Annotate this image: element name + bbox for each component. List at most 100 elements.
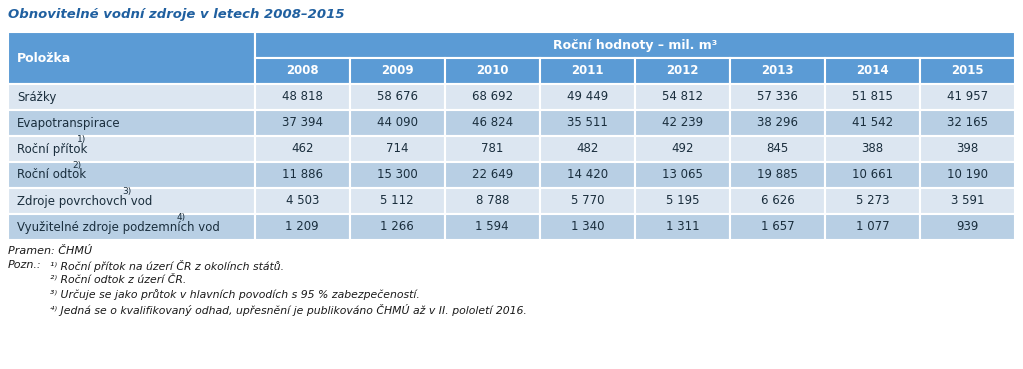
Bar [255, 58, 350, 84]
Bar [635, 136, 729, 162]
Text: 58 676: 58 676 [376, 90, 417, 103]
Bar [445, 84, 540, 110]
Text: Srážky: Srážky [17, 90, 56, 103]
Bar [540, 214, 635, 240]
Bar [445, 136, 540, 162]
Text: 2): 2) [72, 161, 81, 170]
Bar [635, 188, 729, 214]
Text: 49 449: 49 449 [567, 90, 608, 103]
Text: 35 511: 35 511 [567, 117, 608, 130]
Bar [825, 136, 920, 162]
Text: 68 692: 68 692 [472, 90, 513, 103]
Bar [635, 84, 729, 110]
Bar [729, 110, 825, 136]
Text: 54 812: 54 812 [662, 90, 703, 103]
Text: 37 394: 37 394 [281, 117, 322, 130]
Text: 14 420: 14 420 [567, 169, 608, 182]
Text: Obnovitelné vodní zdroje v letech 2008–2015: Obnovitelné vodní zdroje v letech 2008–2… [8, 8, 345, 21]
Text: Pramen: ČHMÚ: Pramen: ČHMÚ [8, 246, 92, 256]
Text: 781: 781 [481, 142, 503, 155]
Bar [350, 162, 445, 188]
Bar [8, 214, 255, 240]
Text: 1 594: 1 594 [476, 221, 509, 234]
Text: Roční přítok: Roční přítok [17, 142, 87, 155]
Text: ⁴⁾ Jedná se o kvalifikovaný odhad, upřesnění je publikováno ČHMÚ až v II. polole: ⁴⁾ Jedná se o kvalifikovaný odhad, upřes… [50, 304, 527, 316]
Text: 1 209: 1 209 [285, 221, 319, 234]
Bar [350, 110, 445, 136]
Text: 41 542: 41 542 [852, 117, 893, 130]
Text: 19 885: 19 885 [757, 169, 798, 182]
Bar [729, 136, 825, 162]
Bar [635, 110, 729, 136]
Bar [255, 110, 350, 136]
Text: 2009: 2009 [381, 65, 413, 77]
Text: 4): 4) [177, 213, 186, 222]
Bar [635, 58, 729, 84]
Text: Evapotranspirace: Evapotranspirace [17, 117, 121, 130]
Bar [350, 188, 445, 214]
Text: 1): 1) [77, 135, 86, 144]
Bar [920, 58, 1015, 84]
Text: 5 273: 5 273 [855, 194, 889, 207]
Bar [8, 110, 255, 136]
Text: 1 657: 1 657 [760, 221, 794, 234]
Text: 4 503: 4 503 [285, 194, 319, 207]
Text: 42 239: 42 239 [662, 117, 703, 130]
Bar [8, 136, 255, 162]
Text: 845: 845 [766, 142, 789, 155]
Text: 10 190: 10 190 [947, 169, 988, 182]
Text: 5 195: 5 195 [666, 194, 699, 207]
Bar [920, 162, 1015, 188]
Text: 32 165: 32 165 [947, 117, 988, 130]
Bar [920, 84, 1015, 110]
Text: 51 815: 51 815 [852, 90, 893, 103]
Bar [540, 162, 635, 188]
Bar [350, 58, 445, 84]
Bar [255, 84, 350, 110]
Bar [635, 162, 729, 188]
Text: 11 886: 11 886 [281, 169, 322, 182]
Bar [635, 214, 729, 240]
Text: 388: 388 [861, 142, 884, 155]
Bar [255, 32, 1015, 58]
Bar [540, 84, 635, 110]
Text: 44 090: 44 090 [376, 117, 417, 130]
Bar [445, 110, 540, 136]
Bar [540, 136, 635, 162]
Text: ¹⁾ Roční přítok na úzerí ČR z okolínch států.: ¹⁾ Roční přítok na úzerí ČR z okolínch s… [50, 261, 284, 272]
Bar [920, 188, 1015, 214]
Bar [825, 58, 920, 84]
Bar [920, 136, 1015, 162]
Bar [920, 214, 1015, 240]
Text: 13 065: 13 065 [662, 169, 703, 182]
Bar [445, 162, 540, 188]
Text: 8 788: 8 788 [476, 194, 509, 207]
Text: ³⁾ Určuje se jako průtok v hlavních povodích s 95 % zabezpečeností.: ³⁾ Určuje se jako průtok v hlavních povo… [50, 290, 419, 300]
Bar [825, 214, 920, 240]
Bar [729, 58, 825, 84]
Bar [825, 110, 920, 136]
Bar [540, 188, 635, 214]
Text: Roční odtok: Roční odtok [17, 169, 86, 182]
Text: 462: 462 [291, 142, 313, 155]
Text: Položka: Položka [17, 52, 72, 65]
Text: 1 311: 1 311 [666, 221, 699, 234]
Bar [255, 162, 350, 188]
Text: Roční hodnoty – mil. m³: Roční hodnoty – mil. m³ [552, 38, 717, 52]
Bar [8, 84, 255, 110]
Text: 10 661: 10 661 [852, 169, 893, 182]
Text: 48 818: 48 818 [281, 90, 322, 103]
Bar [729, 84, 825, 110]
Text: 38 296: 38 296 [757, 117, 798, 130]
Text: 2012: 2012 [666, 65, 699, 77]
Text: 3): 3) [122, 187, 131, 196]
Text: Pozn.:: Pozn.: [8, 261, 42, 270]
Text: 41 957: 41 957 [947, 90, 988, 103]
Bar [540, 110, 635, 136]
Bar [255, 136, 350, 162]
Bar [445, 214, 540, 240]
Text: 939: 939 [957, 221, 979, 234]
Bar [920, 110, 1015, 136]
Text: 2014: 2014 [856, 65, 889, 77]
Bar [350, 136, 445, 162]
